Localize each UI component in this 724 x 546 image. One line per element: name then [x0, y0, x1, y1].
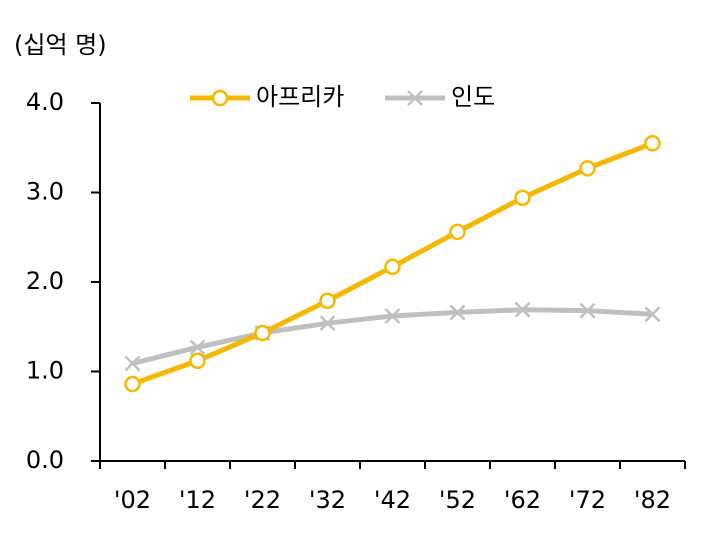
- x-tick-label: '22: [244, 486, 281, 514]
- x-tick-label: '72: [569, 486, 606, 514]
- y-tick-label: 3.0: [26, 178, 64, 206]
- marker: [384, 258, 401, 276]
- marker: [449, 304, 466, 321]
- marker: [644, 135, 661, 152]
- x-tick-label: '42: [374, 486, 411, 514]
- marker: [124, 375, 141, 393]
- y-tick-label: 4.0: [26, 88, 64, 116]
- marker: [189, 339, 206, 356]
- x-tick-label: '82: [634, 486, 671, 514]
- marker: [514, 301, 531, 318]
- x-tick-label: '52: [439, 486, 476, 514]
- marker: [124, 355, 141, 372]
- y-tick-label: 1.0: [26, 357, 64, 385]
- y-tick-label: 0.0: [26, 446, 64, 474]
- y-axis-label: (십억 명): [14, 31, 107, 59]
- x-tick-label: '62: [504, 486, 541, 514]
- legend-marker: [407, 90, 423, 106]
- marker: [644, 306, 661, 323]
- x-tick-label: '02: [114, 486, 151, 514]
- legend-marker: [211, 89, 229, 107]
- marker: [384, 308, 401, 324]
- marker: [579, 160, 596, 177]
- x-tick-label: '12: [179, 486, 216, 514]
- marker: [579, 302, 596, 319]
- marker: [514, 189, 531, 207]
- marker: [189, 352, 206, 370]
- marker: [319, 292, 336, 310]
- x-tick-label: '32: [309, 486, 346, 514]
- y-tick-label: 2.0: [26, 267, 64, 295]
- marker: [449, 223, 466, 241]
- legend-label: 인도: [451, 83, 495, 111]
- legend-label: 아프리카: [256, 83, 344, 111]
- marker: [254, 324, 271, 342]
- marker: [319, 315, 336, 332]
